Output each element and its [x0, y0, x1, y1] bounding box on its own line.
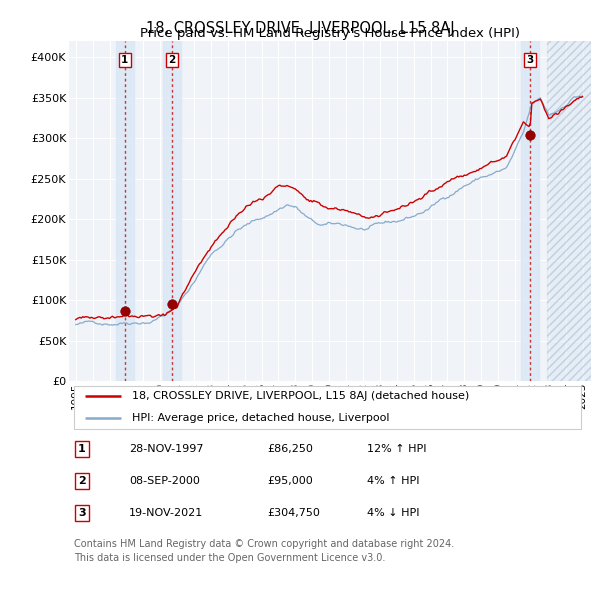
- Text: 19-NOV-2021: 19-NOV-2021: [129, 507, 203, 517]
- FancyBboxPatch shape: [74, 386, 581, 428]
- Text: 2: 2: [78, 476, 86, 486]
- Text: 3: 3: [78, 507, 86, 517]
- Bar: [547, 41, 591, 381]
- Text: Contains HM Land Registry data © Crown copyright and database right 2024.
This d: Contains HM Land Registry data © Crown c…: [74, 539, 454, 563]
- Text: £95,000: £95,000: [268, 476, 313, 486]
- Text: 18, CROSSLEY DRIVE, LIVERPOOL, L15 8AJ (detached house): 18, CROSSLEY DRIVE, LIVERPOOL, L15 8AJ (…: [131, 391, 469, 401]
- Text: 08-SEP-2000: 08-SEP-2000: [129, 476, 200, 486]
- Text: 12% ↑ HPI: 12% ↑ HPI: [367, 444, 426, 454]
- Text: 1: 1: [121, 55, 128, 65]
- Text: 3: 3: [526, 55, 533, 65]
- Bar: [116, 41, 134, 381]
- Text: 2: 2: [168, 55, 176, 65]
- Text: 4% ↓ HPI: 4% ↓ HPI: [367, 507, 419, 517]
- Title: Price paid vs. HM Land Registry's House Price Index (HPI): Price paid vs. HM Land Registry's House …: [140, 27, 520, 40]
- Text: £304,750: £304,750: [268, 507, 320, 517]
- Text: 4% ↑ HPI: 4% ↑ HPI: [367, 476, 419, 486]
- Text: 28-NOV-1997: 28-NOV-1997: [129, 444, 203, 454]
- Text: 1: 1: [78, 444, 86, 454]
- Text: HPI: Average price, detached house, Liverpool: HPI: Average price, detached house, Live…: [131, 413, 389, 423]
- Bar: [163, 41, 181, 381]
- Bar: [547, 41, 591, 381]
- Bar: [521, 41, 539, 381]
- Text: £86,250: £86,250: [268, 444, 313, 454]
- Text: 18, CROSSLEY DRIVE, LIVERPOOL, L15 8AJ: 18, CROSSLEY DRIVE, LIVERPOOL, L15 8AJ: [146, 21, 454, 35]
